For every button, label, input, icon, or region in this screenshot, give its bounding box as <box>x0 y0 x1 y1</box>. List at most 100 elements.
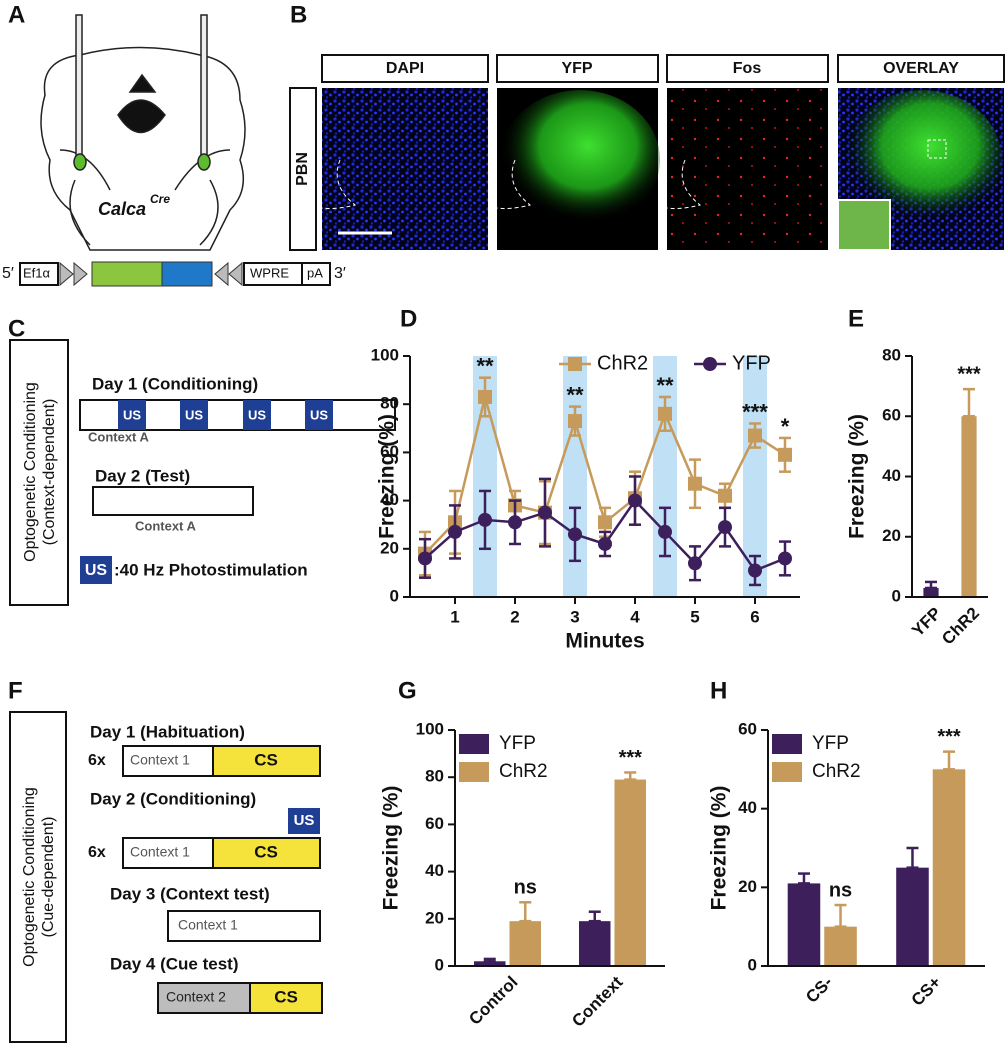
bar <box>474 961 506 966</box>
legend-label: YFP <box>499 733 536 754</box>
column-header <box>496 54 659 83</box>
cue-label: CS <box>274 987 298 1006</box>
panel-letter: C <box>8 315 25 342</box>
y-tick-label: 60 <box>380 442 399 461</box>
context-label: Context A <box>135 518 197 533</box>
legend-text: :40 Hz Photostimulation <box>114 560 308 579</box>
construct-element <box>91 261 163 287</box>
bar <box>579 921 611 966</box>
bar <box>932 769 966 966</box>
marker <box>598 536 612 551</box>
x-axis-label: Minutes <box>565 630 644 653</box>
side-label: (Context-dependent) <box>41 399 58 546</box>
error-bar <box>624 771 637 781</box>
brain-schematic <box>40 14 246 251</box>
significance: ns <box>829 879 852 901</box>
row-label: PBN <box>294 152 311 186</box>
bar <box>614 779 646 966</box>
cue-label: CS <box>254 842 278 861</box>
side-label: Optogenetic Conditioning <box>22 382 39 562</box>
panel-letter: D <box>400 305 417 332</box>
cue-box <box>249 982 323 1014</box>
marker <box>748 563 762 578</box>
column-header <box>837 54 1005 83</box>
us-label: US <box>294 812 315 829</box>
us-label: US <box>310 407 328 422</box>
error-bar <box>588 910 601 923</box>
y-tick-label: 80 <box>380 394 399 413</box>
marker <box>418 551 432 566</box>
x-tick-label: 5 <box>690 607 699 626</box>
lox-site <box>214 261 243 287</box>
legend-label: YFP <box>812 733 849 754</box>
y-tick-label: 0 <box>748 955 757 974</box>
y-tick-label: 40 <box>738 798 757 817</box>
us-label: US <box>185 407 203 422</box>
marker <box>658 406 672 421</box>
bar <box>896 867 929 966</box>
column-label: Fos <box>733 60 762 77</box>
error-bar <box>797 872 810 885</box>
legend-swatch <box>459 762 489 782</box>
legend-swatch <box>772 734 802 754</box>
significance: ** <box>656 373 674 398</box>
step-title: Day 4 (Cue test) <box>110 954 238 973</box>
y-tick-label: 20 <box>380 538 399 557</box>
legend-label: ChR2 <box>499 761 548 782</box>
y-tick-label: 0 <box>435 955 444 974</box>
marker <box>448 524 462 539</box>
us-label: US <box>123 407 141 422</box>
marker <box>628 493 642 508</box>
error-bar <box>943 750 956 771</box>
error-bar <box>925 580 937 590</box>
construct-label: WPRE <box>250 265 289 280</box>
repeat-label: 6x <box>88 752 106 769</box>
y-tick-label: 40 <box>882 466 901 485</box>
context-box <box>157 982 251 1014</box>
y-tick-label: 40 <box>425 861 444 880</box>
context-box <box>122 837 214 869</box>
legend-label: ChR2 <box>597 352 648 374</box>
marker <box>478 512 492 527</box>
legend-swatch <box>80 556 112 584</box>
significance: *** <box>937 726 961 748</box>
column-label: YFP <box>561 60 592 77</box>
y-tick-label: 80 <box>425 767 444 786</box>
construct-label: pA <box>307 265 323 280</box>
y-axis-label: Freezing (%) <box>708 786 731 911</box>
x-tick-label: Context <box>568 972 626 1030</box>
marker <box>598 515 612 530</box>
us-label: US <box>248 407 266 422</box>
y-tick-label: 60 <box>738 719 757 738</box>
panel-letter: A <box>8 1 25 28</box>
bar <box>509 921 541 966</box>
legend-label: ChR2 <box>812 761 861 782</box>
legend-marker <box>703 357 717 371</box>
construct-element <box>161 261 213 287</box>
bar <box>787 883 821 966</box>
y-tick-label: 60 <box>882 406 901 425</box>
x-tick-label: 2 <box>510 607 519 626</box>
marker <box>778 447 792 462</box>
x-tick-label: Control <box>465 973 521 1029</box>
y-tick-label: 20 <box>882 526 901 545</box>
construct-element <box>301 262 331 286</box>
x-tick-label: 6 <box>750 607 759 626</box>
context-label: Context 1 <box>130 752 190 768</box>
column-header <box>321 54 489 83</box>
marker <box>478 389 492 404</box>
bar <box>923 587 939 597</box>
construct-end: 3′ <box>334 265 346 282</box>
step-title: Day 2 (Test) <box>95 466 190 485</box>
panel-letter: E <box>848 305 864 332</box>
significance: *** <box>957 363 981 385</box>
marker <box>718 488 732 503</box>
marker <box>778 551 792 566</box>
legend-key: US <box>85 562 108 579</box>
y-tick-label: 0 <box>390 586 399 605</box>
side-box <box>9 339 69 606</box>
row-header <box>289 87 317 251</box>
legend-marker <box>568 357 582 371</box>
side-label: (Cue-dependent) <box>40 817 57 938</box>
